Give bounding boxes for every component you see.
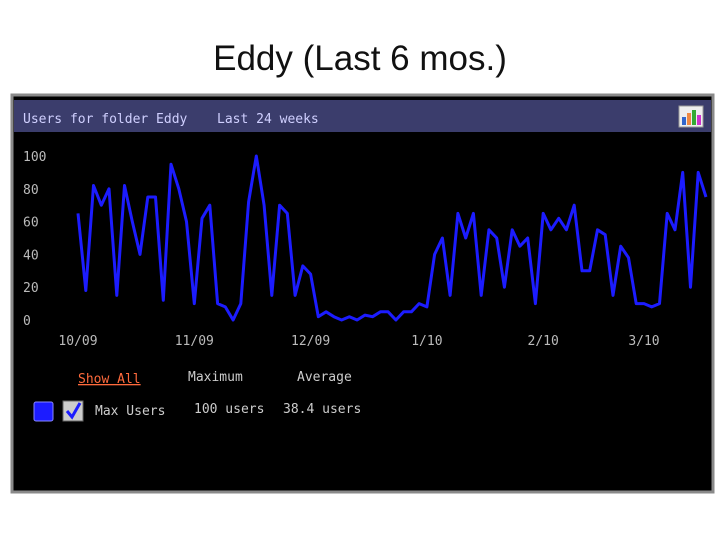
maximum-value: 100 users [194, 402, 264, 417]
series-swatch [33, 401, 54, 422]
average-value: 38.4 users [283, 402, 361, 417]
legend-label: Max Users [95, 404, 165, 419]
y-tick-label: 60 [23, 216, 39, 231]
y-tick-label: 0 [23, 314, 31, 329]
y-tick-label: 80 [23, 183, 39, 198]
x-tick-label: 12/09 [291, 334, 330, 349]
slide-title: Eddy (Last 6 mos.) [213, 39, 507, 78]
header-bar [14, 100, 711, 132]
y-tick-label: 40 [23, 248, 39, 263]
chart-panel [10, 93, 715, 494]
x-tick-label: 3/10 [628, 334, 659, 349]
column-header: Average [297, 370, 352, 385]
checkmark [65, 402, 82, 420]
y-tick-label: 100 [23, 150, 46, 165]
column-header: Maximum [188, 370, 243, 385]
series-line [76, 154, 708, 322]
x-tick-label: 10/09 [58, 334, 97, 349]
x-tick-label: 2/10 [528, 334, 559, 349]
x-tick-label: 11/09 [175, 334, 214, 349]
chart-title: Users for folder Eddy [23, 112, 188, 127]
chart-subtitle: Last 24 weeks [217, 112, 319, 127]
chart-icon[interactable] [678, 105, 704, 128]
x-tick-label: 1/10 [411, 334, 442, 349]
show-all-link[interactable]: Show All [78, 372, 141, 387]
y-tick-label: 20 [23, 281, 39, 296]
